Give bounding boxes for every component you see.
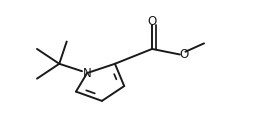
- Text: O: O: [147, 15, 157, 28]
- Text: N: N: [83, 67, 91, 80]
- Text: O: O: [179, 48, 188, 61]
